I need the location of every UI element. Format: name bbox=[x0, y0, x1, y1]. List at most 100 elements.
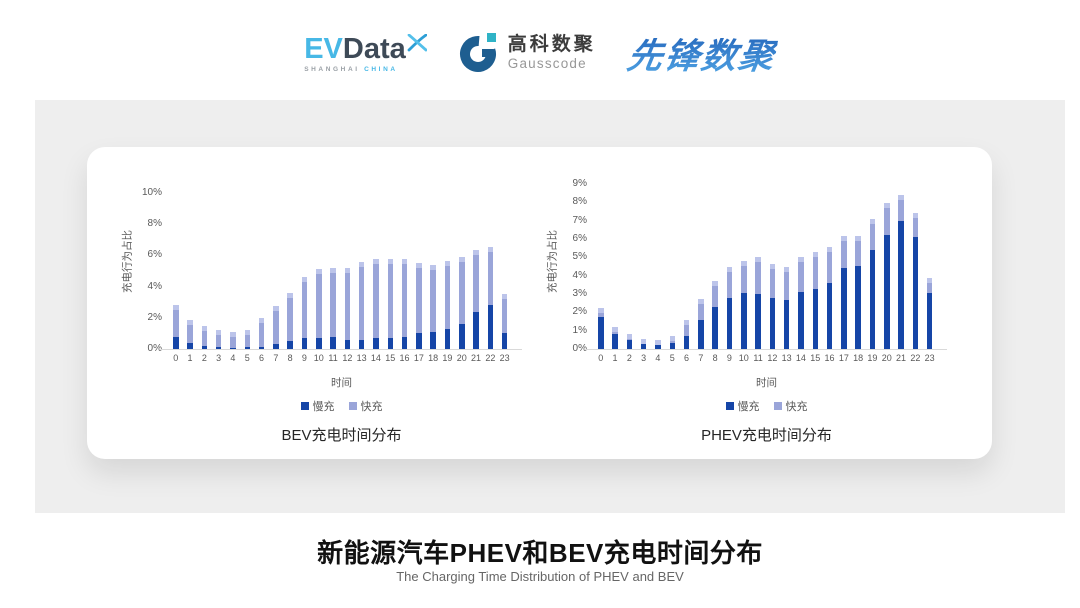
bar-segment-slow bbox=[626, 339, 633, 349]
bar-segment-fast bbox=[726, 266, 733, 298]
x-tick-label: 4 bbox=[230, 353, 236, 363]
bar-segment-slow bbox=[726, 297, 733, 349]
bar-segment-slow bbox=[655, 344, 661, 349]
stacked-bar-hour-8 bbox=[712, 281, 718, 349]
bar-segment-slow bbox=[258, 346, 265, 349]
stacked-bar-hour-18 bbox=[855, 236, 861, 349]
bar-segment-fast bbox=[215, 330, 222, 348]
bar-segment-slow bbox=[798, 292, 804, 349]
bar-segment-slow bbox=[173, 337, 179, 349]
chart-caption-phev: PHEV充电时间分布 bbox=[701, 427, 832, 444]
stacked-bar-hour-20 bbox=[884, 203, 890, 349]
bar-segment-slow bbox=[473, 311, 479, 349]
stacked-bar-hour-6 bbox=[683, 319, 690, 349]
legend-phev: 慢充 快充 bbox=[594, 398, 939, 414]
x-tick-label: 13 bbox=[356, 353, 367, 363]
stacked-bar-hour-3 bbox=[640, 338, 647, 349]
x-tick-label: 7 bbox=[273, 353, 279, 363]
legend-swatch-fast bbox=[348, 402, 357, 410]
x-tick-label: 8 bbox=[287, 353, 293, 363]
stacked-bar-hour-0 bbox=[598, 307, 604, 349]
stacked-bar-hour-22 bbox=[487, 246, 494, 349]
stacked-bar-hour-3 bbox=[215, 330, 222, 349]
bar-segment-fast bbox=[755, 257, 761, 294]
stacked-bar-hour-14 bbox=[373, 258, 379, 349]
x-tick-label: 11 bbox=[753, 353, 763, 363]
bar-segment-slow bbox=[330, 337, 336, 349]
bar-segment-fast bbox=[459, 256, 465, 325]
stacked-bar-hour-19 bbox=[869, 218, 876, 349]
legend-item-slow: 慢充 bbox=[725, 398, 760, 414]
y-tick-label: 4% bbox=[147, 280, 162, 292]
stacked-bar-hour-2 bbox=[626, 334, 633, 349]
x-tick-label: 12 bbox=[767, 353, 778, 363]
x-tick-label: 10 bbox=[738, 353, 749, 363]
bar-segment-slow bbox=[669, 342, 675, 349]
x-axis-line bbox=[586, 349, 947, 350]
stacked-bar-hour-8 bbox=[287, 292, 293, 349]
x-tick-label: 0 bbox=[173, 353, 179, 363]
chart-phev: 充电行为占比 0% 1% 2% 3% 4% 5% 6% 7% 8% 9% 0 1 2 3 4 5 6 7 8 9 10… bbox=[547, 172, 984, 454]
legend-label-fast: 快充 bbox=[360, 401, 383, 413]
bar-segment-slow bbox=[430, 331, 436, 349]
bar-segment-slow bbox=[884, 235, 890, 349]
x-tick-label: 17 bbox=[838, 353, 849, 363]
bar-segment-fast bbox=[330, 267, 336, 338]
bar-segment-fast bbox=[287, 292, 293, 342]
bar-segment-fast bbox=[898, 195, 904, 221]
evdata-wordmark: EV Data bbox=[304, 33, 428, 64]
bar-segment-fast bbox=[430, 264, 436, 332]
x-tick-label: 19 bbox=[442, 353, 453, 363]
stacked-bar-hour-18 bbox=[430, 264, 436, 349]
chart-bev: 充电行为占比 0% 2% 4% 6% 8% 10% 0 1 2 3 4 5 6 7 8 9 10 11 12 13 1… bbox=[122, 172, 559, 454]
stacked-bar-hour-7 bbox=[273, 306, 279, 349]
stacked-bar-hour-16 bbox=[401, 258, 408, 349]
bar-segment-slow bbox=[741, 293, 747, 349]
evdata-subtitle: SHANGHAI CHINA bbox=[304, 65, 398, 73]
x-tick-label: 10 bbox=[313, 353, 324, 363]
y-tick-label: 8% bbox=[572, 196, 587, 208]
bar-segment-fast bbox=[187, 320, 193, 343]
bar-segment-slow bbox=[316, 338, 322, 349]
bar-segment-fast bbox=[926, 278, 933, 294]
x-tick-label: 8 bbox=[712, 353, 718, 363]
stacked-bar-hour-2 bbox=[201, 325, 208, 349]
bar-segment-fast bbox=[358, 261, 365, 340]
x-tick-label: 6 bbox=[684, 353, 690, 363]
x-tick-label: 1 bbox=[612, 353, 618, 363]
bar-segment-fast bbox=[612, 327, 618, 335]
y-tick-label: 2% bbox=[147, 311, 162, 323]
x-tick-label: 19 bbox=[867, 353, 878, 363]
bar-segment-slow bbox=[401, 336, 408, 349]
x-tick-label: 0 bbox=[598, 353, 604, 363]
bar-segment-fast bbox=[855, 236, 861, 266]
x-tick-label: 7 bbox=[698, 353, 704, 363]
stacked-bar-hour-6 bbox=[258, 317, 265, 349]
bar-segment-fast bbox=[301, 277, 308, 339]
stacked-bar-hour-9 bbox=[301, 277, 308, 349]
bar-segment-slow bbox=[598, 316, 604, 349]
stacked-bar-hour-17 bbox=[841, 236, 847, 349]
stacked-bar-hour-0 bbox=[173, 304, 179, 349]
legend-swatch-fast bbox=[773, 402, 782, 410]
x-tick-label: 20 bbox=[456, 353, 467, 363]
bar-segment-fast bbox=[598, 307, 604, 317]
bar-segment-slow bbox=[187, 342, 193, 349]
gausscode-g-icon bbox=[459, 29, 499, 78]
chart-caption-bev: BEV充电时间分布 bbox=[281, 427, 402, 444]
bar-segment-fast bbox=[798, 257, 804, 293]
bar-segment-slow bbox=[683, 336, 690, 349]
bar-segment-fast bbox=[626, 334, 633, 340]
page-title: 新能源汽车PHEV和BEV充电时间分布 bbox=[317, 538, 763, 568]
stacked-bar-hour-16 bbox=[826, 247, 833, 349]
x-tick-label: 21 bbox=[471, 353, 482, 363]
bar-segment-fast bbox=[316, 269, 322, 339]
bar-segment-slow bbox=[855, 265, 861, 349]
y-tick-label: 6% bbox=[572, 233, 587, 244]
bar-segment-fast bbox=[826, 247, 833, 283]
legend-swatch-slow bbox=[300, 402, 309, 410]
bar-segment-slow bbox=[287, 341, 293, 349]
x-tick-label: 13 bbox=[781, 353, 792, 363]
y-tick-label: 4% bbox=[572, 269, 587, 281]
bar-segment-fast bbox=[244, 330, 250, 348]
